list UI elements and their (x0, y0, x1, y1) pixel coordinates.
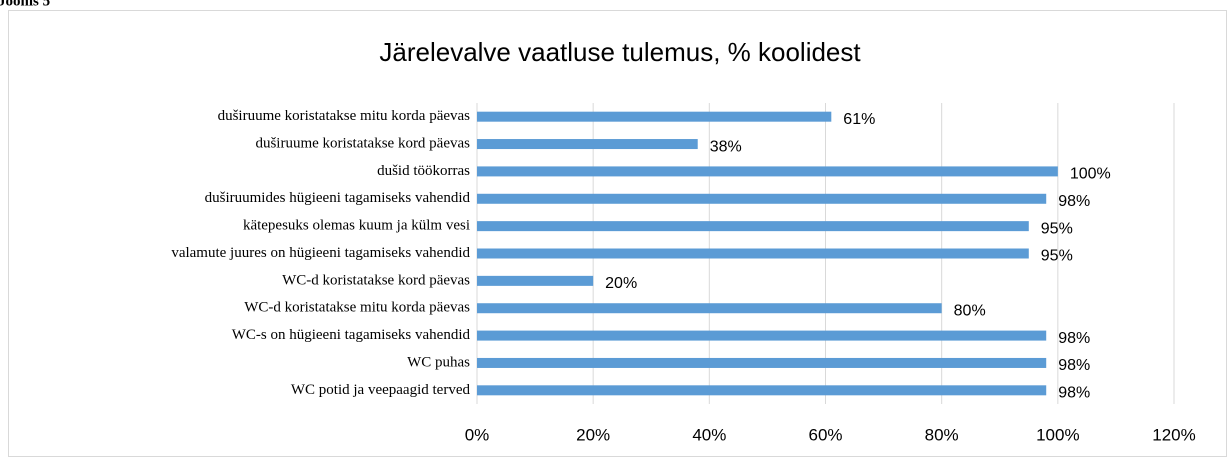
y-tick-label: duširuumides hügieeni tagamiseks vahendi… (205, 190, 471, 206)
bar (477, 193, 1047, 204)
y-tick-label: kätepesuks olemas kuum ja külm vesi (243, 218, 470, 234)
y-tick-label: duširuume koristatakse kord päevas (255, 135, 470, 151)
bar (477, 357, 1047, 368)
y-tick-label: WC-s on hügieeni tagamiseks vahendid (232, 327, 471, 343)
x-tick-label: 120% (1152, 425, 1195, 444)
value-label: 80% (954, 302, 986, 319)
chart-title: Järelevalve vaatluse tulemus, % koolides… (379, 37, 861, 67)
bar (477, 139, 698, 150)
value-label: 95% (1041, 220, 1073, 237)
bar (477, 385, 1047, 396)
y-tick-label: WC puhas (407, 354, 470, 370)
value-label: 98% (1058, 193, 1090, 210)
bar (477, 221, 1029, 232)
bar (477, 248, 1029, 259)
y-tick-label: WC potid ja veepaagid terved (291, 382, 471, 398)
value-label: 98% (1058, 357, 1090, 374)
bar (477, 330, 1047, 341)
value-label: 61% (843, 111, 875, 128)
x-tick-label: 60% (808, 425, 842, 444)
value-label: 38% (710, 138, 742, 155)
bar (477, 275, 594, 286)
x-tick-label: 80% (925, 425, 959, 444)
x-tick-label: 0% (465, 425, 490, 444)
bar (477, 111, 832, 122)
y-tick-label: WC-d koristatakse mitu korda päevas (244, 300, 470, 316)
bar (477, 166, 1058, 177)
value-label: 95% (1041, 248, 1073, 265)
value-label: 98% (1058, 330, 1090, 347)
x-tick-label: 40% (692, 425, 726, 444)
y-tick-label: dušid töökorras (377, 163, 470, 179)
chart-frame (8, 10, 1227, 457)
value-label: 98% (1058, 385, 1090, 402)
caption: Joonis 5 (0, 0, 50, 9)
y-tick-label: WC-d koristatakse kord päevas (282, 272, 470, 288)
value-label: 100% (1070, 166, 1111, 183)
y-tick-label: valamute juures on hügieeni tagamiseks v… (171, 245, 470, 261)
value-label: 20% (605, 275, 637, 292)
x-tick-label: 100% (1036, 425, 1079, 444)
x-tick-label: 20% (576, 425, 610, 444)
bar (477, 303, 942, 314)
y-tick-label: duširuume koristatakse mitu korda päevas (218, 108, 471, 124)
